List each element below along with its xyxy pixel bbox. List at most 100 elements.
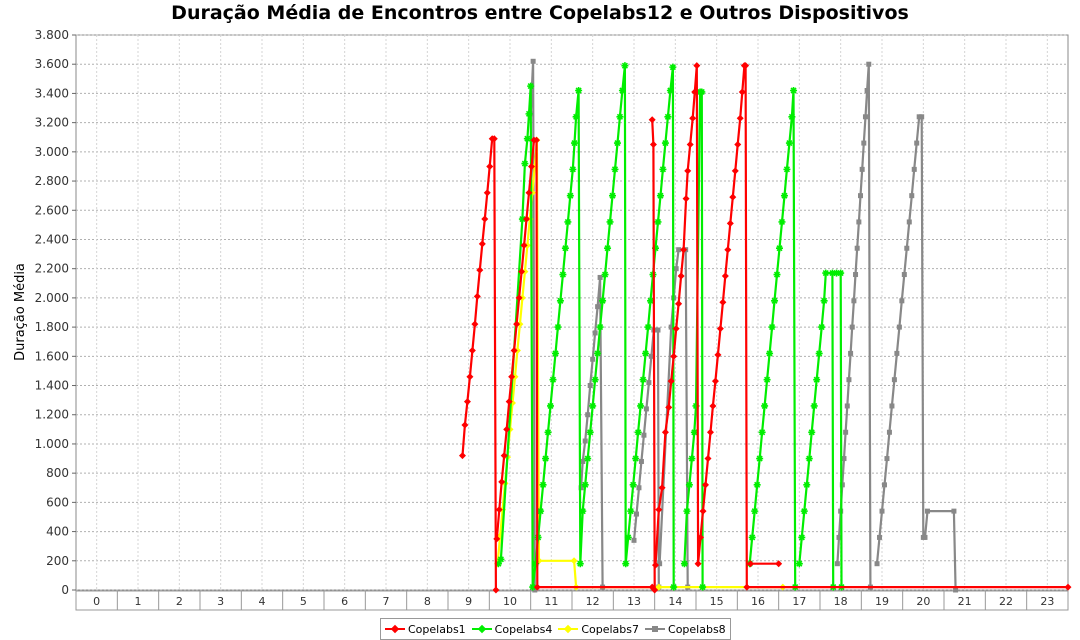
data-point (763, 376, 771, 384)
data-point (624, 533, 632, 541)
data-point (909, 193, 915, 199)
legend: Copelabs1 Copelabs4 Copelabs7 Copelabs8 (380, 618, 731, 640)
data-point (724, 246, 732, 254)
data-point (675, 300, 683, 308)
x-tick-label: 10 (503, 595, 517, 608)
data-point (785, 139, 793, 147)
series-copelabs1 (458, 62, 1072, 594)
data-point (851, 298, 857, 304)
data-point (599, 297, 607, 305)
data-point (853, 272, 859, 278)
data-point (559, 271, 567, 279)
data-point (688, 455, 696, 463)
x-tick-label: 3 (217, 595, 224, 608)
data-point (874, 561, 880, 567)
data-point (570, 139, 578, 147)
data-point (899, 298, 905, 304)
data-point (818, 323, 826, 331)
data-point (673, 266, 679, 272)
data-point (532, 560, 540, 568)
data-point (471, 320, 479, 328)
data-point (836, 534, 842, 540)
data-point (637, 402, 645, 410)
data-point (586, 428, 594, 436)
series-line (580, 276, 604, 588)
data-point (766, 349, 774, 357)
data-point (670, 583, 678, 591)
data-point (798, 533, 806, 541)
y-tick-label: 200 (46, 554, 69, 568)
data-point (731, 167, 739, 175)
x-tick-label: 17 (792, 595, 806, 608)
series-line (798, 272, 835, 588)
data-point (677, 272, 685, 280)
data-point (633, 511, 639, 517)
data-point (631, 537, 637, 543)
data-point (537, 507, 545, 515)
data-point (783, 165, 791, 173)
plot-frame (75, 34, 1069, 591)
legend-label: Copelabs7 (581, 622, 640, 636)
data-point (714, 351, 722, 359)
x-tick-label: 12 (586, 595, 600, 608)
data-point (691, 88, 699, 96)
data-point (590, 356, 596, 362)
data-point (699, 507, 707, 515)
x-tick-label: 16 (751, 595, 765, 608)
data-point (866, 61, 872, 67)
data-point (494, 560, 502, 568)
data-point (844, 403, 850, 409)
data-point (604, 244, 612, 252)
data-point (743, 583, 751, 591)
data-point (879, 508, 885, 514)
data-point (742, 62, 750, 70)
y-axis-label: Duração Média (13, 263, 28, 361)
y-tick-label: 600 (46, 495, 69, 509)
data-point (686, 141, 694, 149)
data-point (642, 349, 650, 357)
data-point (756, 455, 764, 463)
data-point (856, 219, 862, 225)
data-point (649, 141, 657, 149)
data-point (768, 323, 776, 331)
x-tick-label: 7 (383, 595, 390, 608)
data-point (841, 456, 847, 462)
data-point (704, 455, 712, 463)
data-point (582, 438, 588, 444)
data-point (953, 587, 959, 593)
data-point (734, 141, 742, 149)
data-point (570, 557, 578, 565)
y-tick-label: 3.400 (35, 86, 69, 100)
data-point (914, 140, 920, 146)
data-point (719, 298, 727, 306)
data-point (919, 114, 925, 120)
data-point (659, 165, 667, 173)
data-point (518, 268, 526, 276)
data-point (884, 456, 890, 462)
data-point (539, 481, 547, 489)
data-point (532, 136, 540, 144)
data-point (596, 323, 604, 331)
data-point (525, 110, 533, 118)
data-point (651, 244, 659, 252)
data-point (729, 193, 737, 201)
gridlines (76, 34, 1068, 591)
data-point (627, 507, 635, 515)
data-point (613, 139, 621, 147)
data-point (618, 87, 626, 94)
y-tick-label: 1.800 (35, 320, 69, 334)
data-point (815, 349, 823, 357)
data-point (641, 432, 647, 438)
data-point (527, 82, 535, 90)
y-tick-label: 1.600 (35, 349, 69, 363)
data-point (761, 402, 769, 410)
data-point (951, 508, 957, 514)
data-point (644, 323, 652, 331)
data-point (564, 218, 572, 226)
data-point (655, 506, 663, 514)
data-point (549, 376, 557, 384)
legend-item-copelabs4: Copelabs4 (471, 623, 552, 636)
data-point (833, 269, 841, 277)
data-point (476, 266, 484, 274)
